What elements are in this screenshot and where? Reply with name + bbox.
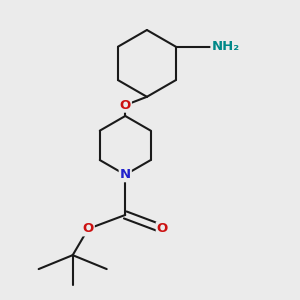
- Text: O: O: [82, 222, 94, 236]
- Text: N: N: [120, 168, 131, 181]
- Text: O: O: [120, 99, 131, 112]
- Text: O: O: [157, 222, 168, 236]
- Text: NH₂: NH₂: [212, 40, 239, 53]
